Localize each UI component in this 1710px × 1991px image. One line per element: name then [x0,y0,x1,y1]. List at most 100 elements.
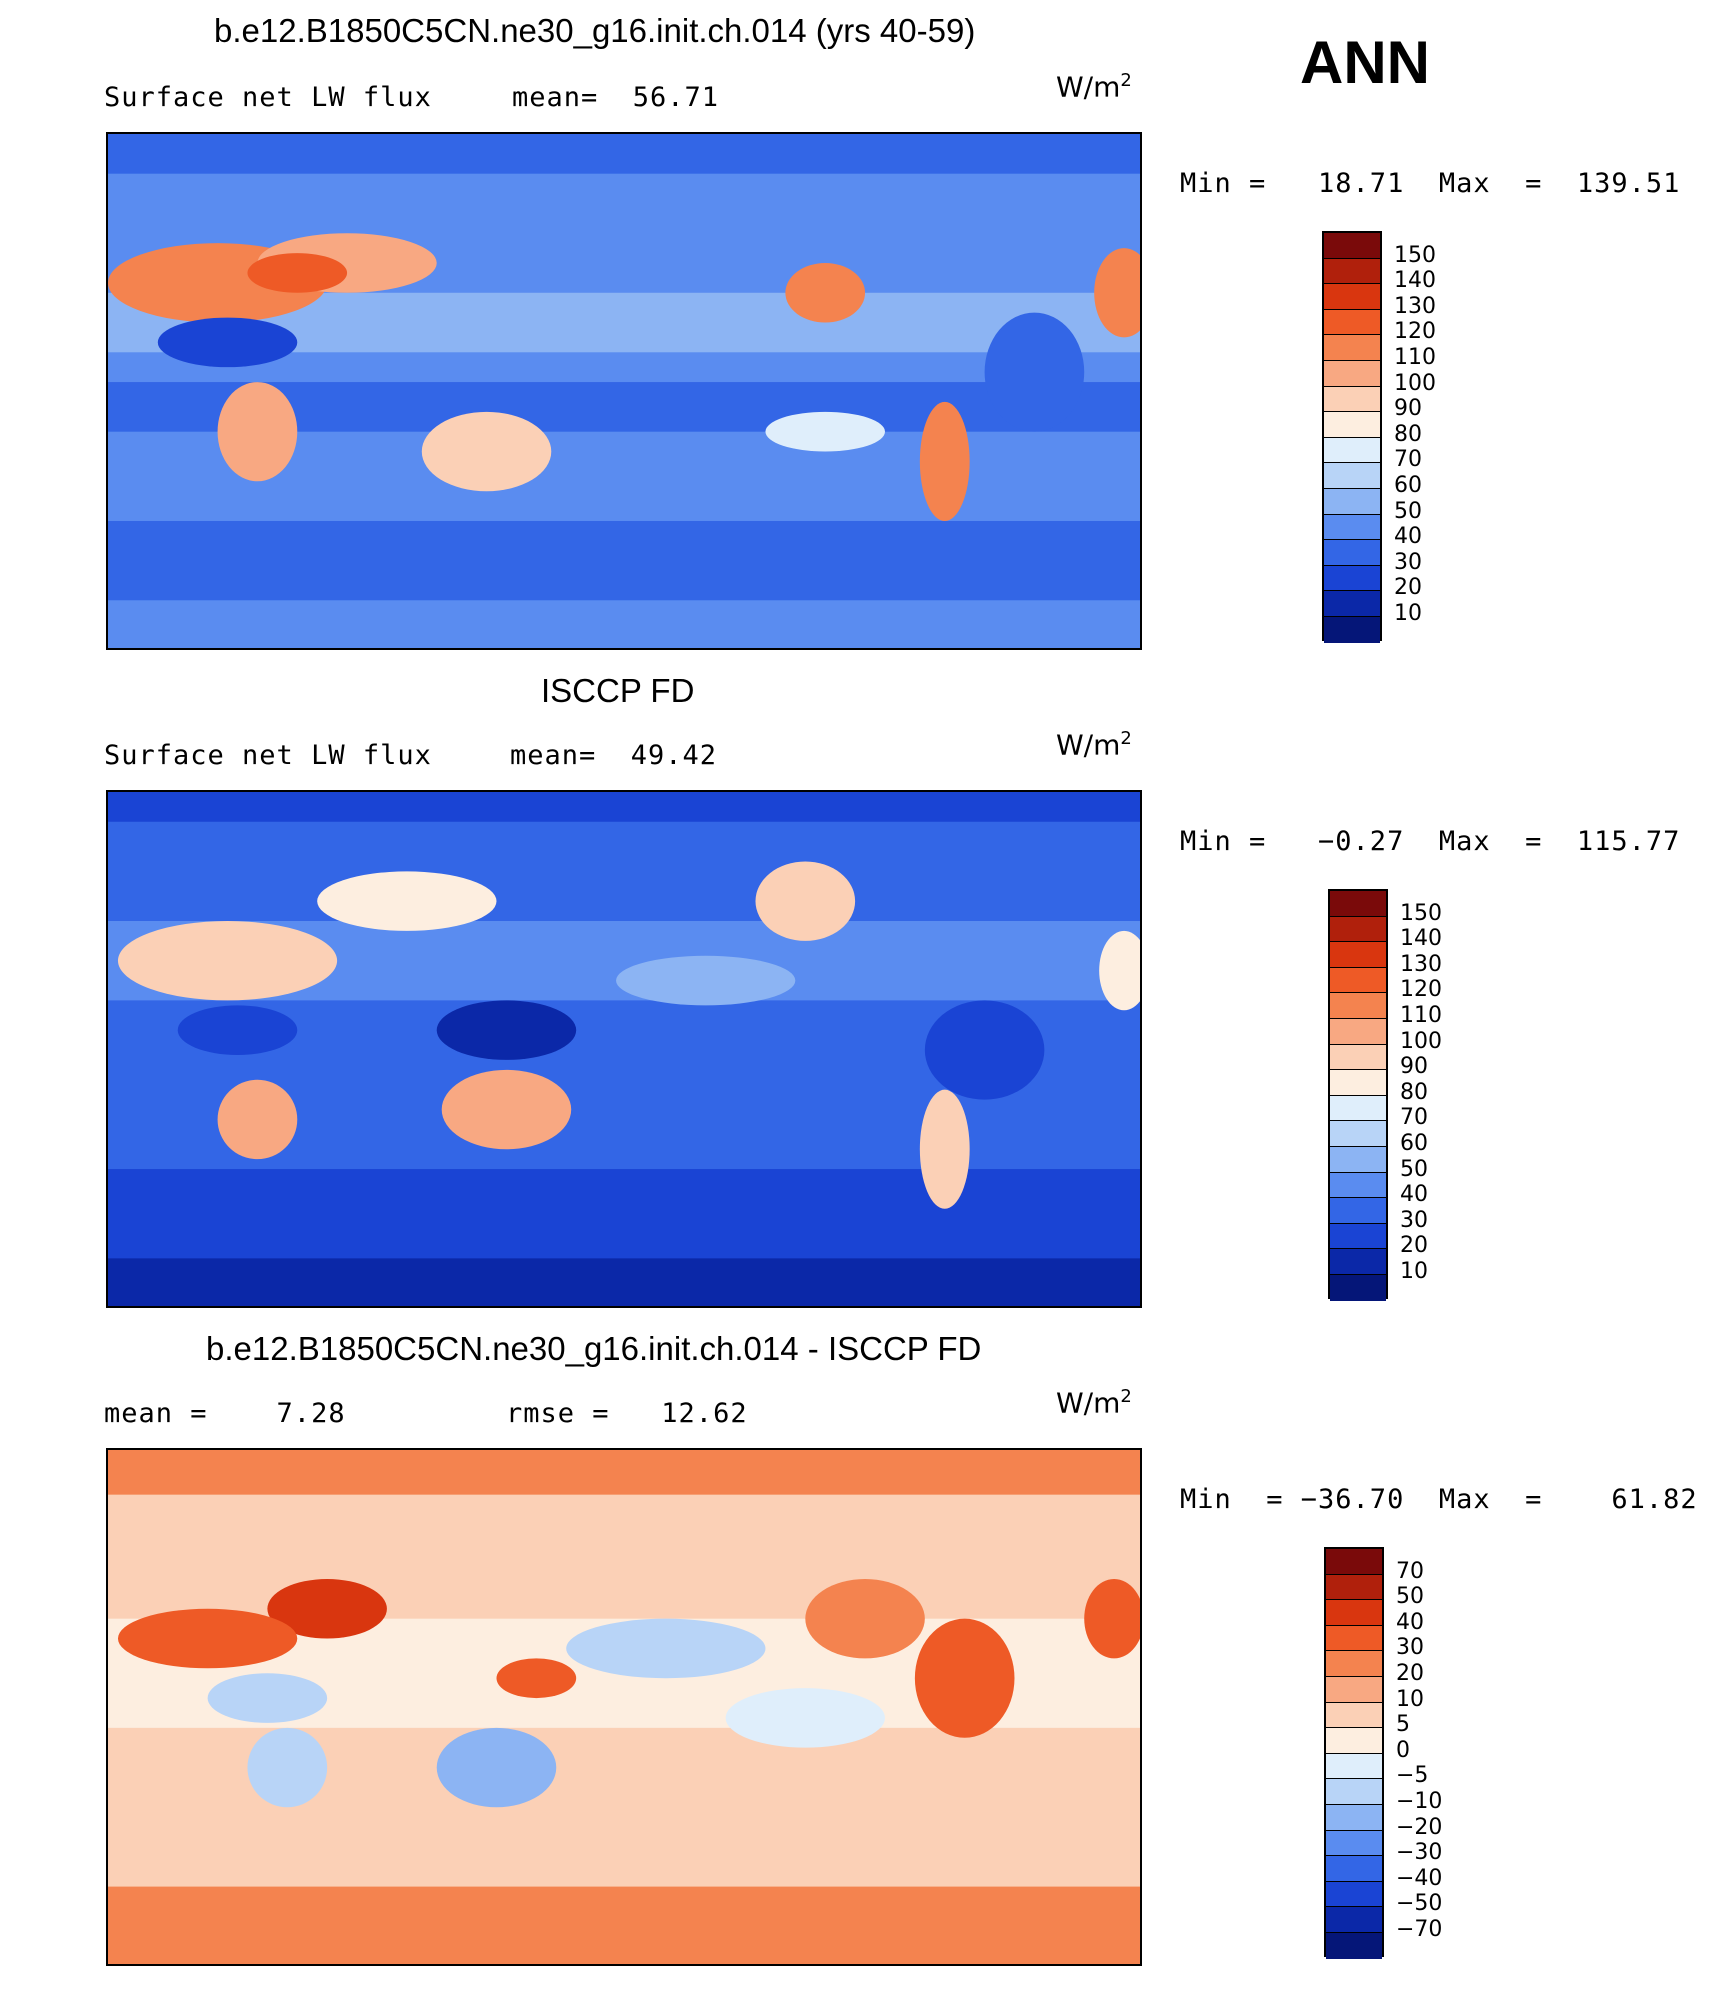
colorbar-tick-label: 20 [1394,575,1422,601]
colorbar-tick-label: 50 [1396,1584,1424,1610]
colorbar-segment [1326,1753,1382,1780]
colorbar-segment [1326,1932,1382,1959]
colorbar-segment [1326,1728,1382,1754]
panel1-colorbar [1322,231,1382,643]
colorbar-segment [1324,309,1380,336]
colorbar-tick-label: 30 [1400,1207,1428,1233]
colorbar-segment [1326,1830,1382,1857]
colorbar-segment [1326,1856,1382,1882]
colorbar-tick-label: 70 [1394,447,1422,473]
colorbar-tick-label: 100 [1400,1028,1442,1054]
colorbar-tick-label: 40 [1400,1182,1428,1208]
panel3-title: b.e12.B1850C5CN.ne30_g16.init.ch.014 - I… [206,1330,982,1367]
colorbar-tick-label: 10 [1394,601,1422,626]
colorbar-tick-label: −20 [1396,1814,1443,1840]
colorbar-segment [1324,591,1380,617]
colorbar-tick-label: −40 [1396,1865,1443,1891]
panel3-units: W/m2 [1056,1386,1132,1420]
colorbar-tick-label: 40 [1394,524,1422,550]
panel2-minmax: Min = −0.27 Max = 115.77 [1180,826,1681,857]
colorbar-segment [1330,1146,1386,1173]
colorbar-segment [1326,1651,1382,1677]
colorbar-tick-label: 30 [1394,549,1422,575]
colorbar-segment [1326,1907,1382,1933]
colorbar-tick-label: 90 [1400,1054,1428,1080]
panel2-variable-label: Surface net LW flux [104,740,432,771]
colorbar-segment [1330,916,1386,943]
panel1-units: W/m2 [1056,70,1132,104]
colorbar-segment [1330,1223,1386,1250]
panel2-title: ISCCP FD [541,672,695,709]
colorbar-segment [1330,1044,1386,1071]
colorbar-segment [1326,1779,1382,1805]
panel2-mean-label: mean= 49.42 [510,740,718,771]
colorbar-segment [1330,1070,1386,1096]
colorbar-tick-label: 90 [1394,396,1422,422]
colorbar-tick-label: −70 [1396,1917,1443,1942]
colorbar-segment [1330,993,1386,1019]
colorbar-tick-label: 140 [1394,268,1436,294]
colorbar-segment [1324,386,1380,413]
colorbar-tick-label: 10 [1396,1686,1424,1712]
panel2-map [106,790,1142,1308]
panel3-colorbar [1324,1547,1384,1959]
colorbar-tick-label: 40 [1396,1609,1424,1635]
colorbar-segment [1326,1881,1382,1908]
colorbar-segment [1326,1676,1382,1703]
colorbar-tick-label: 80 [1400,1079,1428,1105]
colorbar-tick-label: 120 [1394,319,1436,345]
colorbar-segment [1324,437,1380,464]
season-label: ANN [1300,29,1430,96]
colorbar-segment [1324,514,1380,541]
colorbar-tick-label: 50 [1394,498,1422,524]
colorbar-segment [1330,1018,1386,1045]
colorbar-segment [1326,1549,1382,1575]
colorbar-segment [1324,488,1380,515]
colorbar-segment [1330,1274,1386,1301]
colorbar-tick-label: −50 [1396,1891,1443,1917]
colorbar-segment [1324,463,1380,489]
panel2-units: W/m2 [1056,728,1132,762]
colorbar-segment [1324,565,1380,592]
panel3-minmax: Min = −36.70 Max = 61.82 [1180,1484,1698,1515]
colorbar-segment [1330,967,1386,994]
panel2-map-field [108,792,1140,1306]
colorbar-tick-label: 70 [1396,1558,1424,1584]
colorbar-tick-label: 130 [1400,951,1442,977]
colorbar-segment [1330,1121,1386,1147]
panel1-map [106,132,1142,650]
panel1-mean-label: mean= 56.71 [512,82,720,113]
panel3-mean-label: mean = 7.28 [104,1398,346,1429]
colorbar-segment [1326,1600,1382,1626]
colorbar-segment [1324,233,1380,259]
colorbar-tick-label: 0 [1396,1737,1410,1763]
panel1-title: b.e12.B1850C5CN.ne30_g16.init.ch.014 (yr… [214,12,976,49]
colorbar-segment [1324,540,1380,566]
panel3-rmse-label: rmse = 12.62 [506,1398,748,1429]
colorbar-segment [1324,258,1380,285]
colorbar-tick-label: 150 [1400,900,1442,926]
colorbar-tick-label: 130 [1394,293,1436,319]
colorbar-tick-label: 30 [1396,1635,1424,1661]
colorbar-tick-label: 110 [1400,1003,1442,1028]
panel1-variable-label: Surface net LW flux [104,82,432,113]
colorbar-segment [1330,1095,1386,1122]
colorbar-tick-label: 80 [1394,421,1422,447]
colorbar-tick-label: −10 [1396,1789,1443,1814]
panel1-map-field [108,134,1140,648]
colorbar-tick-label: 10 [1400,1259,1428,1284]
colorbar-segment [1326,1625,1382,1652]
colorbar-tick-label: 110 [1394,345,1436,370]
colorbar-segment [1330,1198,1386,1224]
colorbar-tick-label: 20 [1400,1233,1428,1259]
colorbar-tick-label: 70 [1400,1105,1428,1131]
panel3-map-field [108,1450,1140,1964]
colorbar-segment [1330,891,1386,917]
panel3-map [106,1448,1142,1966]
colorbar-tick-label: 50 [1400,1156,1428,1182]
colorbar-tick-label: 60 [1394,473,1422,498]
colorbar-segment [1330,1172,1386,1199]
colorbar-tick-label: 20 [1396,1661,1424,1686]
colorbar-segment [1324,284,1380,310]
colorbar-tick-label: 60 [1400,1131,1428,1156]
